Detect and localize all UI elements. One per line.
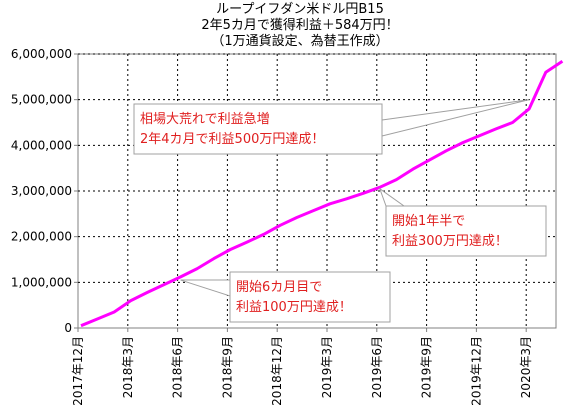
x-tick-label: 2020年3月 <box>519 336 533 398</box>
y-tick-label: 0 <box>64 321 72 335</box>
callout-text: 利益300万円達成！ <box>392 234 508 249</box>
x-tick-label: 2019年3月 <box>320 336 334 398</box>
x-tick-label: 2017年12月 <box>71 336 85 406</box>
x-tick-label: 2019年6月 <box>370 336 384 398</box>
y-tick-label: 5,000,000 <box>11 93 72 107</box>
chart-title-line: ループイフダン米ドル円B15 <box>216 2 384 17</box>
y-tick-label: 6,000,000 <box>11 47 72 61</box>
callout-text: 相場大荒れで利益急増 <box>140 112 270 127</box>
y-tick-label: 4,000,000 <box>11 138 72 152</box>
y-tick-label: 3,000,000 <box>11 184 72 198</box>
callout-text: 利益100万円達成！ <box>236 300 352 315</box>
callout-text: 開始6カ月目で <box>236 280 322 295</box>
chart-title: ループイフダン米ドル円B15 2年5カ月で獲得利益＋584万円！ （1万通貨設定… <box>180 2 420 50</box>
callout-box <box>385 205 547 257</box>
series-line <box>80 60 564 328</box>
x-tick-label: 2018年3月 <box>121 336 135 398</box>
callout-box <box>229 271 391 323</box>
x-tick-label: 2019年9月 <box>420 336 434 398</box>
y-tick-label: 1,000,000 <box>11 275 72 289</box>
callout-pointer <box>381 99 530 137</box>
callout-pointer <box>378 187 406 207</box>
chart-title-line: （1万通貨設定、為替王作成） <box>211 34 389 49</box>
callout-text: 2年4カ月で利益500万円達成！ <box>140 132 324 147</box>
callout-text: 開始1年半で <box>392 214 465 229</box>
x-tick-label: 2018年9月 <box>220 336 234 398</box>
x-tick-label: 2018年12月 <box>270 336 284 406</box>
x-tick-label: 2019年12月 <box>469 336 483 406</box>
y-tick-label: 2,000,000 <box>11 230 72 244</box>
x-tick-label: 2018年6月 <box>171 336 185 398</box>
callout-pointer <box>180 279 231 297</box>
callout-box <box>133 103 383 155</box>
chart-title-line: 2年5カ月で獲得利益＋584万円！ <box>201 18 399 33</box>
